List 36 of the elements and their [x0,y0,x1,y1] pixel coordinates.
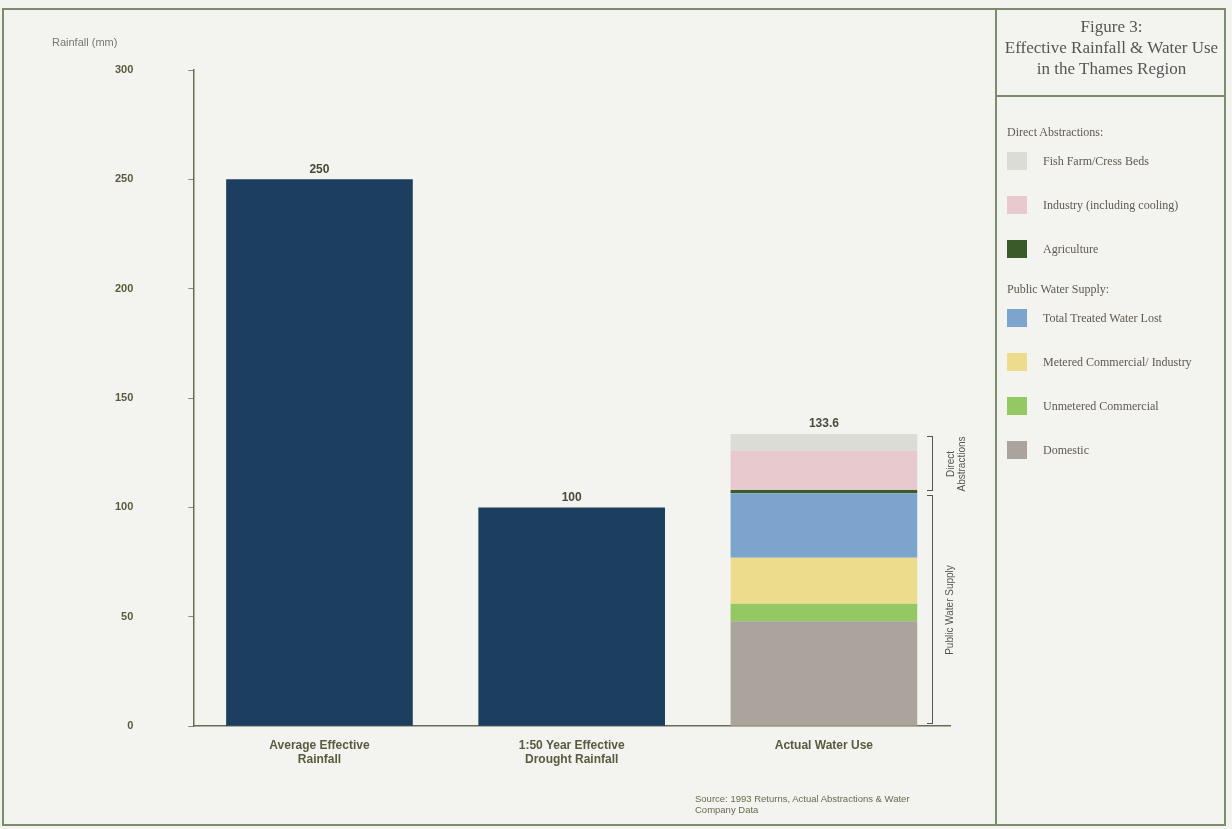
bar [226,179,413,726]
legend-label: Fish Farm/Cress Beds [1043,153,1150,169]
legend-label: Industry (including cooling) [1043,197,1179,213]
text: Direct Abstractions: [1007,125,1105,140]
legend-label: Total Treated Water Lost [1043,310,1162,326]
annotation: Direct Abstractions [944,435,967,494]
data-label: 100 [561,489,583,504]
y-tick-label: 0 [127,719,134,732]
y-tick-label: 250 [114,172,134,185]
total-label: 133.6 [808,416,840,431]
bar [730,489,918,494]
legend-label: Metered Commercial/ Industry [1043,354,1192,370]
bar [478,507,665,726]
bar [730,603,918,622]
bar [730,433,918,451]
x-tick-label: Average Effective Rainfall [269,737,370,767]
text: Public Water Supply: [1007,282,1111,297]
annotation: Public Water Supply [944,563,957,657]
x-tick-label: Actual Water Use [774,737,874,752]
data-label: 250 [309,161,330,176]
bar [730,621,918,726]
bar [730,450,918,490]
y-tick-label: 150 [114,391,134,404]
y-tick-label: 100 [114,500,134,513]
y-tick-label: 50 [121,609,134,622]
y-axis-title: Rainfall (mm) [52,36,118,48]
y-tick-label: 300 [114,63,134,76]
legend-label: Agriculture [1043,241,1099,257]
legend-label: Domestic [1043,442,1089,458]
bar [730,493,918,558]
text: Figure 3: Effective Rainfall & Water Use in the Thames Region [997,8,1226,97]
bar [730,557,918,604]
y-tick-label: 200 [114,281,134,294]
legend-label: Unmetered Commercial [1043,398,1159,414]
source-note: Source: 1993 Returns, Actual Abstractions & Water Company Data [695,793,911,815]
x-tick-label: 1:50 Year Effective Drought Rainfall [518,737,625,767]
